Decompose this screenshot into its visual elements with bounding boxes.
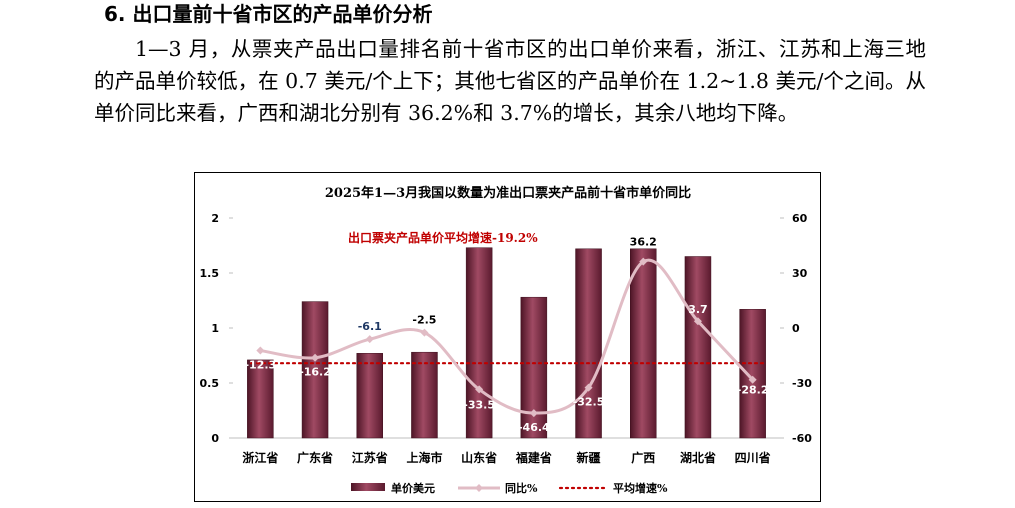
y-right-tick-label: -30 (792, 377, 812, 390)
price-yoy-chart: 2025年1—3月我国以数量为准出口票夹产品前十省市单价同比 0 0.5 1 1.5 2 -… (200, 185, 813, 495)
chart-frame: 2025年1—3月我国以数量为准出口票夹产品前十省市单价同比 0 0.5 1 1.5 2 -… (194, 172, 821, 502)
y-right-tick-label: -60 (792, 432, 812, 445)
bar-unit-price (411, 351, 438, 439)
x-tick-label: 山东省 (461, 450, 497, 465)
yoy-point-marker (529, 409, 538, 418)
bar-unit-price (630, 248, 657, 439)
yoy-data-label: -12.3 (244, 359, 276, 372)
x-tick-label: 福建省 (515, 450, 552, 465)
x-tick-label: 湖北省 (680, 450, 716, 465)
yoy-point-marker (311, 353, 320, 362)
section-paragraph: 1—3 月，从票夹产品出口量排名前十省市区的出口单价来看，浙江、江苏和上海三地的… (94, 37, 926, 125)
y-right-tick-label: 60 (792, 212, 808, 225)
yoy-point-marker (693, 317, 702, 326)
x-tick-label: 浙江省 (242, 450, 278, 465)
y-left-tick-label: 0 (211, 432, 219, 445)
yoy-point-marker (748, 375, 757, 384)
yoy-data-label: -46.4 (518, 421, 550, 434)
yoy-data-label: 3.7 (688, 303, 708, 316)
legend-label-bar: 单价美元 (391, 481, 435, 495)
section-heading: 6. 出口量前十省市区的产品单价分析 (104, 2, 433, 26)
x-tick-label: 新疆 (577, 450, 601, 465)
y-left-tick-label: 0.5 (200, 377, 220, 390)
yoy-data-label: -32.5 (573, 396, 605, 409)
yoy-point-marker (475, 385, 484, 394)
yoy-data-label: -6.1 (358, 320, 382, 333)
yoy-point-marker (584, 383, 593, 392)
yoy-data-label: 36.2 (630, 236, 657, 249)
y-right-tick-label: 0 (792, 322, 800, 335)
y-right-tick-label: 30 (792, 267, 808, 280)
yoy-point-marker (365, 335, 374, 344)
yoy-data-label: -2.5 (412, 314, 436, 327)
bar-unit-price (247, 359, 274, 439)
yoy-point-marker (420, 328, 429, 337)
yoy-data-label: -33.5 (463, 398, 495, 411)
y-left-tick-label: 2 (211, 212, 219, 225)
bar-unit-price (301, 301, 329, 439)
bar-unit-price (739, 309, 766, 439)
y-left-tick-label: 1 (211, 322, 219, 335)
x-tick-label: 广东省 (297, 450, 333, 465)
x-tick-label: 广西 (631, 450, 655, 465)
legend-label-average: 平均增速% (613, 481, 668, 495)
y-left-tick-label: 1.5 (200, 267, 220, 280)
bar-unit-price (465, 247, 493, 439)
yoy-point-marker (639, 257, 648, 266)
bar-unit-price (575, 248, 602, 439)
chart-title: 2025年1—3月我国以数量为准出口票夹产品前十省市单价同比 (325, 185, 691, 201)
average-growth-annotation: 出口票夹产品单价平均增速-19.2% (348, 230, 538, 245)
x-tick-label: 江苏省 (352, 450, 388, 465)
legend-swatch-yoy-marker (475, 484, 483, 492)
yoy-data-label: -28.2 (737, 384, 769, 397)
yoy-data-label: -16.2 (299, 366, 331, 379)
bar-unit-price (356, 353, 383, 439)
x-tick-label: 上海市 (406, 450, 442, 465)
yoy-line (260, 258, 754, 415)
bar-unit-price (684, 256, 712, 439)
x-tick-label: 四川省 (735, 450, 771, 465)
legend-swatch-bar (351, 483, 385, 491)
yoy-point-marker (256, 346, 265, 355)
legend-label-yoy: 同比% (505, 481, 538, 495)
